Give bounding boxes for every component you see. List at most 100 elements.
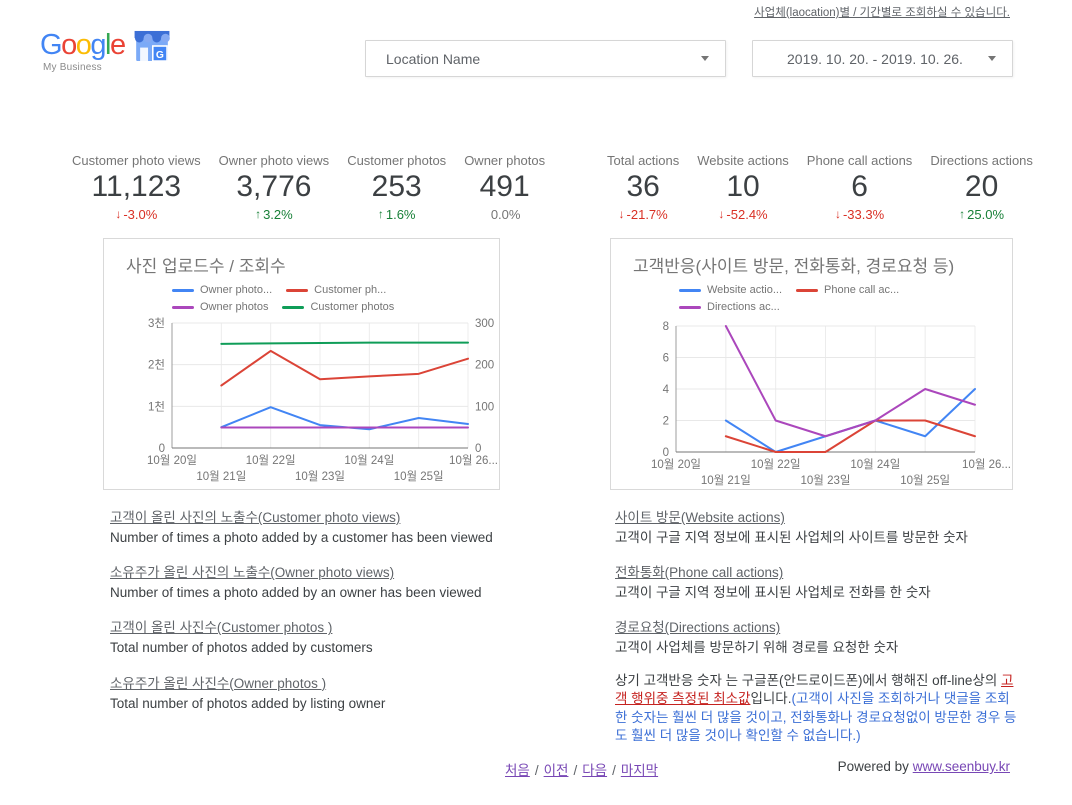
scorecard-total-actions: Total actions 36 ↓ -21.7%	[598, 153, 688, 222]
svg-text:0: 0	[159, 443, 165, 455]
series-line-Owner photo views	[220, 406, 469, 431]
note-mid: 입니다.	[750, 691, 792, 707]
scorecard-label: Phone call actions	[806, 153, 913, 168]
legend-label: Directions ac...	[707, 301, 780, 313]
metric-link[interactable]: 소유주가 올린 사진수(Owner photos )	[110, 675, 327, 691]
legend-item: Owner photo...	[172, 284, 272, 296]
scorecard-delta-value: 25.0%	[967, 206, 1005, 222]
metric-info: 전화통화(Phone call actions) 고객이 구글 지역 정보에 표…	[615, 561, 1025, 601]
legend-label: Owner photos	[200, 301, 269, 313]
scorecard-label: Owner photos	[464, 153, 546, 168]
scorecard-delta: 0.0%	[464, 207, 545, 222]
scorecard-value: 6	[851, 170, 868, 203]
svg-text:10월 20일: 10월 20일	[651, 457, 701, 471]
scorecard-value: 10	[726, 170, 760, 203]
storefront-icon: G	[134, 30, 170, 62]
action-scorecards: Total actions 36 ↓ -21.7% Website action…	[598, 153, 1042, 222]
location-select-value: Location Name	[386, 50, 481, 67]
chart-legend: Website actio... Phone call ac... Direct…	[679, 284, 1002, 313]
legend-item: Customer photos	[282, 301, 394, 313]
scorecard-website-actions: Website actions 10 ↓ -52.4%	[688, 153, 798, 222]
metric-info: 소유주가 올린 사진수(Owner photos ) Total number …	[110, 672, 520, 712]
logo-letter: G	[40, 29, 63, 61]
svg-text:6: 6	[663, 353, 669, 365]
metric-link[interactable]: 전화통화(Phone call actions)	[615, 565, 784, 581]
pagination: 처음 / 이전 / 다음 / 마지막	[505, 759, 658, 779]
trend-down-icon: ↓	[718, 207, 725, 221]
legend-swatch	[172, 305, 194, 309]
logo-letter: l	[104, 29, 111, 61]
legend-swatch	[282, 305, 305, 309]
metric-desc: Total number of photos added by listing …	[110, 695, 386, 711]
svg-text:300: 300	[475, 318, 494, 330]
date-range-select[interactable]: 2019. 10. 20. - 2019. 10. 26.	[752, 40, 1013, 77]
svg-text:10월 23일: 10월 23일	[295, 469, 345, 483]
legend-item: Directions ac...	[679, 301, 780, 313]
scorecard-value: 11,123	[91, 170, 182, 203]
trend-up-icon: ↑	[255, 207, 262, 221]
photo-metrics-info: 고객이 올린 사진의 노출수(Customer photo views) Num…	[110, 506, 520, 727]
svg-text:100: 100	[475, 401, 494, 413]
metric-link[interactable]: 고객이 올린 사진수(Customer photos )	[110, 620, 333, 636]
top-info-link[interactable]: 사업체(laocation)별 / 기간별로 조회하실 수 있습니다.	[754, 7, 1010, 19]
scorecard-label: Customer photos	[347, 153, 447, 168]
scorecard-label: Total actions	[607, 153, 680, 168]
seenbuy-link[interactable]: www.seenbuy.kr	[912, 759, 1010, 774]
page-first-link[interactable]: 처음	[505, 763, 530, 778]
legend-item: Customer ph...	[286, 284, 386, 296]
legend-swatch	[796, 288, 818, 292]
metric-link[interactable]: 소유주가 올린 사진의 노출수(Owner photo views)	[110, 565, 395, 581]
svg-text:10월 22일: 10월 22일	[751, 457, 801, 471]
metric-link[interactable]: 경로요청(Directions actions)	[615, 620, 781, 636]
scorecard-owner-photos: Owner photos 491 0.0%	[455, 153, 554, 222]
trend-up-icon: ↑	[959, 207, 966, 221]
scorecard-label: Directions actions	[930, 153, 1033, 168]
svg-text:10월 26...: 10월 26...	[962, 458, 1011, 471]
metric-link[interactable]: 고객이 올린 사진의 노출수(Customer photo views)	[110, 510, 401, 525]
svg-text:10월 22일: 10월 22일	[246, 453, 296, 467]
svg-text:10월 20일: 10월 20일	[147, 453, 197, 467]
metric-desc: 고객이 구글 지역 정보에 표시된 사업체의 사이트를 방문한 숫자	[615, 530, 968, 545]
page-prev-link[interactable]: 이전	[543, 763, 569, 778]
scorecard-delta: ↓ -21.7%	[607, 207, 679, 222]
logo-letter: e	[109, 29, 126, 61]
actions-chart-card: 고객반응(사이트 방문, 전화통화, 경로요청 등) Website actio…	[610, 238, 1013, 490]
svg-text:10월 25일: 10월 25일	[394, 469, 444, 483]
date-range-value: 2019. 10. 20. - 2019. 10. 26.	[787, 50, 963, 67]
svg-text:2천: 2천	[148, 358, 165, 372]
icon-g-letter: G	[155, 50, 163, 61]
logo-letter: g	[90, 29, 106, 61]
scorecard-delta: ↓ -3.0%	[72, 207, 201, 222]
svg-text:10월 25일: 10월 25일	[900, 473, 950, 487]
scorecard-delta-value: 0.0%	[490, 206, 521, 222]
metric-link[interactable]: 사이트 방문(Website actions)	[615, 510, 785, 525]
series-line-Phone call actions	[724, 419, 976, 453]
series-line-Customer photo views	[220, 349, 469, 387]
page-last-link[interactable]: 마지막	[620, 763, 659, 778]
actions-note: 상기 고객반응 숫자 는 구글폰(안드로이드폰)에서 행해진 off-line상…	[615, 672, 1017, 747]
photo-chart-card: 사진 업로드수 / 조회수 Owner photo... Customer ph…	[103, 238, 500, 490]
scorecard-delta-value: -52.4%	[726, 206, 768, 222]
note-highlight-red: 고객 행위중 측정된 최소값	[615, 672, 1014, 707]
location-select[interactable]: Location Name	[365, 40, 726, 77]
trend-up-icon: ↑	[377, 207, 384, 221]
powered-by-label: Powered by	[837, 759, 909, 774]
scorecard-value: 20	[964, 170, 999, 203]
metric-desc: Number of times a photo added by a custo…	[110, 530, 493, 545]
page-next-link[interactable]: 다음	[582, 763, 608, 778]
note-intro: 상기 고객반응 숫자 는 구글폰(안드로이드폰)에서 행해진 off-line상…	[615, 672, 1002, 688]
metric-info: 고객이 올린 사진수(Customer photos ) Total numbe…	[110, 616, 520, 656]
metric-info: 경로요청(Directions actions) 고객이 사업체를 방문하기 위…	[615, 616, 1025, 656]
separator: /	[534, 763, 539, 778]
scorecard-customer-photos: Customer photos 253 ↑ 1.6%	[338, 153, 455, 222]
scorecard-value: 253	[371, 170, 422, 203]
scorecard-value: 491	[479, 170, 530, 203]
metric-info: 고객이 올린 사진의 노출수(Customer photo views) Num…	[110, 506, 520, 546]
scorecard-delta-value: -33.3%	[842, 206, 885, 222]
legend-label: Website actio...	[707, 284, 782, 296]
metric-desc: 고객이 구글 지역 정보에 표시된 사업체로 전화를 한 숫자	[615, 585, 931, 601]
scorecard-delta: ↓ -33.3%	[807, 207, 913, 222]
legend-label: Owner photo...	[200, 284, 273, 296]
